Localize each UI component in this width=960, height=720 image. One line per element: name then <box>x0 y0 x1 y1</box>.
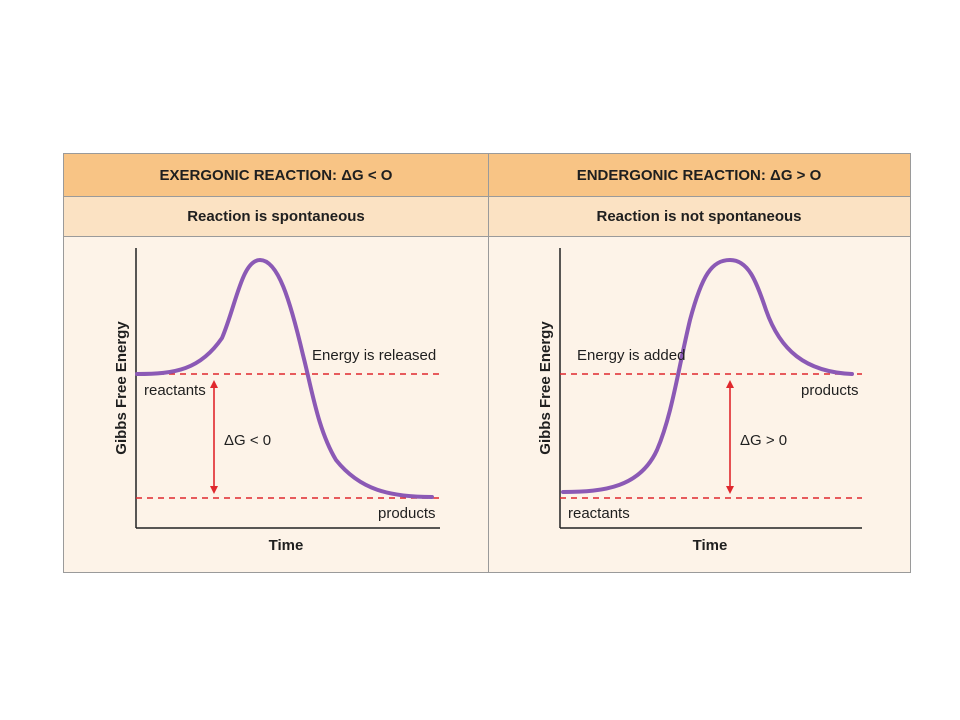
endergonic-reactants-label: reactants <box>568 505 630 522</box>
endergonic-delta-label: ΔG > 0 <box>740 432 787 449</box>
endergonic-x-axis-label: Time <box>693 537 728 554</box>
endergonic-y-axis-label: Gibbs Free Energy <box>537 321 554 455</box>
exergonic-x-axis-label: Time <box>269 537 304 554</box>
exergonic-delta-label: ΔG < 0 <box>224 432 271 449</box>
endergonic-header: ENDERGONIC REACTION: ΔG > O <box>488 154 910 197</box>
exergonic-diagram: Gibbs Free Energy Time Energy is release… <box>113 248 440 554</box>
endergonic-energy-note: Energy is added <box>577 347 685 364</box>
endergonic-energy-curve <box>561 257 854 494</box>
exergonic-energy-curve <box>135 257 434 499</box>
comparison-table: EXERGONIC REACTION: ΔG < O ENDERGONIC RE… <box>63 153 911 573</box>
endergonic-subheader: Reaction is not spontaneous <box>488 197 910 237</box>
exergonic-y-axis-label: Gibbs Free Energy <box>113 321 130 455</box>
endergonic-diagram: Gibbs Free Energy Time Energy is added p… <box>537 248 862 554</box>
exergonic-energy-note: Energy is released <box>312 347 436 364</box>
exergonic-reactants-label: reactants <box>144 382 206 399</box>
endergonic-products-label: products <box>801 382 859 399</box>
exergonic-subheader: Reaction is spontaneous <box>64 197 488 237</box>
column-divider <box>488 154 489 572</box>
exergonic-header: EXERGONIC REACTION: ΔG < O <box>64 154 488 197</box>
exergonic-products-label: products <box>378 505 436 522</box>
